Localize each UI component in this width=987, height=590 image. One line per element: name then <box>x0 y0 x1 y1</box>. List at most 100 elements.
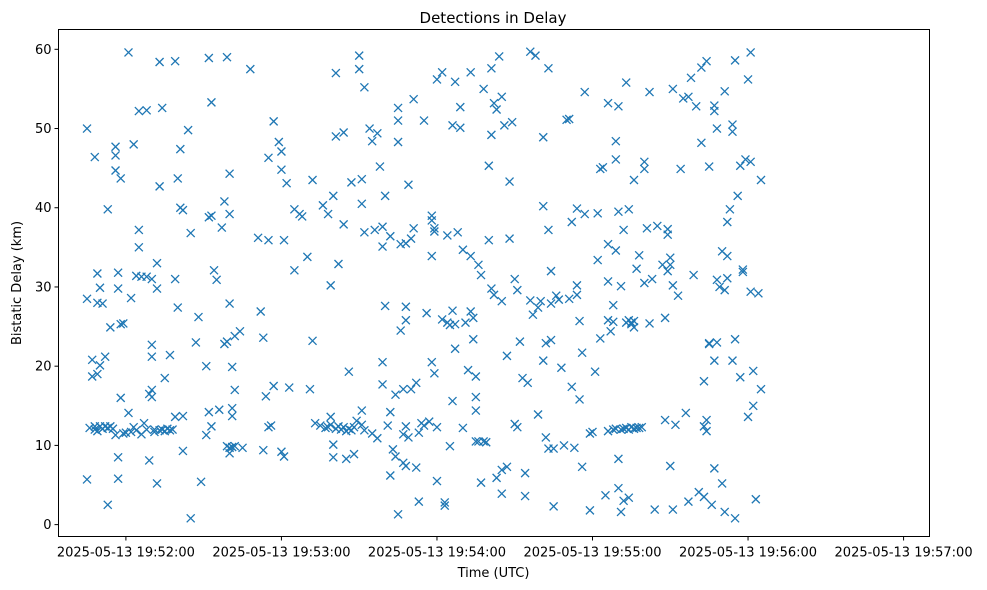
data-point <box>549 501 559 511</box>
data-point <box>92 426 102 436</box>
data-point <box>486 63 496 73</box>
data-point <box>735 161 745 171</box>
data-point <box>528 310 538 320</box>
data-point <box>378 357 387 367</box>
data-point <box>411 463 421 473</box>
data-point <box>704 338 714 348</box>
data-point <box>238 443 248 453</box>
data-point <box>497 489 507 499</box>
data-point <box>419 421 429 431</box>
data-point <box>608 300 618 310</box>
data-point <box>696 138 706 148</box>
data-point <box>206 211 216 221</box>
data-point <box>484 161 494 171</box>
data-point <box>284 383 294 393</box>
data-point <box>448 306 457 316</box>
data-point <box>116 319 126 329</box>
data-point <box>90 425 100 435</box>
data-point <box>619 225 629 235</box>
data-point <box>725 204 735 214</box>
data-point <box>603 98 613 108</box>
data-point <box>429 223 439 233</box>
data-point <box>629 175 639 185</box>
data-point <box>466 307 476 316</box>
data-point <box>492 473 502 483</box>
data-point <box>608 317 618 327</box>
y-tick-label: 50 <box>35 122 52 137</box>
data-point <box>652 221 662 231</box>
data-point <box>489 98 499 108</box>
data-point <box>538 201 548 211</box>
data-point <box>613 483 623 493</box>
data-point <box>403 433 413 442</box>
data-point <box>406 234 416 244</box>
data-point <box>310 418 320 428</box>
data-point <box>212 275 222 285</box>
data-point <box>634 250 644 260</box>
data-point <box>512 422 522 432</box>
data-point <box>476 270 486 280</box>
data-point <box>209 265 219 275</box>
data-point <box>147 352 157 362</box>
data-point <box>357 174 367 184</box>
data-point <box>616 425 626 435</box>
data-point <box>502 351 512 361</box>
data-point <box>505 234 515 244</box>
data-point <box>461 318 470 328</box>
data-point <box>147 385 157 395</box>
data-point <box>87 372 97 381</box>
data-point <box>111 150 120 160</box>
data-point <box>147 392 157 402</box>
data-point <box>756 175 766 185</box>
data-point <box>178 205 188 215</box>
data-point <box>432 422 442 432</box>
data-point <box>134 225 144 235</box>
data-point <box>349 449 359 459</box>
data-point <box>87 355 97 365</box>
data-point <box>717 478 727 488</box>
data-point <box>585 505 595 515</box>
data-point <box>575 394 585 404</box>
data-point <box>111 430 120 440</box>
data-point <box>95 283 105 293</box>
data-point <box>616 281 626 291</box>
data-point <box>116 393 126 403</box>
data-point <box>318 200 328 210</box>
data-point <box>743 74 753 84</box>
data-point <box>264 422 273 432</box>
data-point <box>702 426 712 436</box>
data-point <box>365 124 375 133</box>
data-point <box>258 333 268 343</box>
data-point <box>580 87 590 97</box>
data-point <box>82 124 92 133</box>
data-point <box>730 55 740 65</box>
data-point <box>525 295 535 305</box>
data-point <box>186 513 196 523</box>
data-point <box>321 423 330 433</box>
data-point <box>533 303 543 313</box>
data-point <box>354 51 364 61</box>
data-point <box>601 490 610 500</box>
data-point <box>580 209 590 219</box>
data-point <box>328 452 338 462</box>
data-point <box>429 368 439 378</box>
data-point <box>103 204 113 214</box>
data-point <box>668 505 678 515</box>
data-point <box>227 411 237 421</box>
data-point <box>626 318 636 328</box>
data-point <box>95 360 105 370</box>
data-point <box>603 239 613 249</box>
data-point <box>699 421 709 431</box>
data-point <box>541 433 551 442</box>
data-point <box>142 105 152 115</box>
data-point <box>103 500 113 510</box>
data-point <box>728 127 737 137</box>
data-point <box>505 177 515 187</box>
data-point <box>401 461 411 471</box>
data-point <box>463 365 473 375</box>
data-point <box>663 266 673 276</box>
data-points <box>82 47 766 523</box>
data-point <box>479 84 489 94</box>
data-point <box>393 116 403 126</box>
data-point <box>554 295 564 305</box>
